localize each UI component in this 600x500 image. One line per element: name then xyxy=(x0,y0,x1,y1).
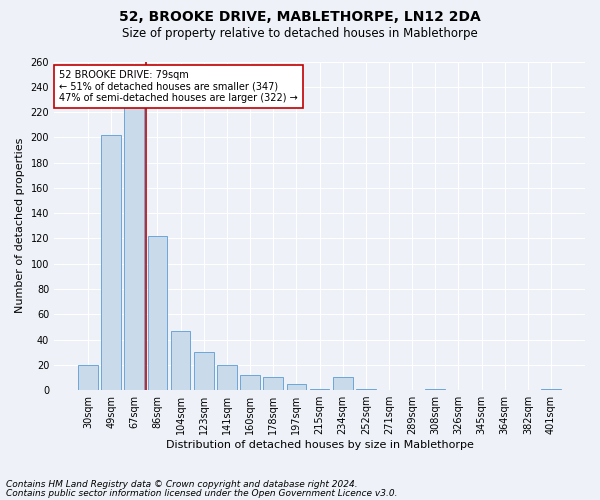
Text: 52, BROOKE DRIVE, MABLETHORPE, LN12 2DA: 52, BROOKE DRIVE, MABLETHORPE, LN12 2DA xyxy=(119,10,481,24)
Bar xyxy=(425,389,445,390)
Bar xyxy=(101,135,121,390)
Bar xyxy=(287,384,306,390)
Text: 52 BROOKE DRIVE: 79sqm
← 51% of detached houses are smaller (347)
47% of semi-de: 52 BROOKE DRIVE: 79sqm ← 51% of detached… xyxy=(59,70,298,103)
Bar xyxy=(356,389,376,390)
Bar xyxy=(333,378,353,390)
Bar xyxy=(78,365,98,390)
X-axis label: Distribution of detached houses by size in Mablethorpe: Distribution of detached houses by size … xyxy=(166,440,473,450)
Text: Contains HM Land Registry data © Crown copyright and database right 2024.: Contains HM Land Registry data © Crown c… xyxy=(6,480,358,489)
Y-axis label: Number of detached properties: Number of detached properties xyxy=(15,138,25,314)
Bar xyxy=(310,389,329,390)
Bar xyxy=(194,352,214,390)
Text: Contains public sector information licensed under the Open Government Licence v3: Contains public sector information licen… xyxy=(6,489,398,498)
Bar xyxy=(148,236,167,390)
Bar xyxy=(171,330,190,390)
Bar xyxy=(217,365,237,390)
Bar xyxy=(240,375,260,390)
Bar xyxy=(263,378,283,390)
Bar xyxy=(124,102,144,390)
Text: Size of property relative to detached houses in Mablethorpe: Size of property relative to detached ho… xyxy=(122,28,478,40)
Bar xyxy=(541,389,561,390)
